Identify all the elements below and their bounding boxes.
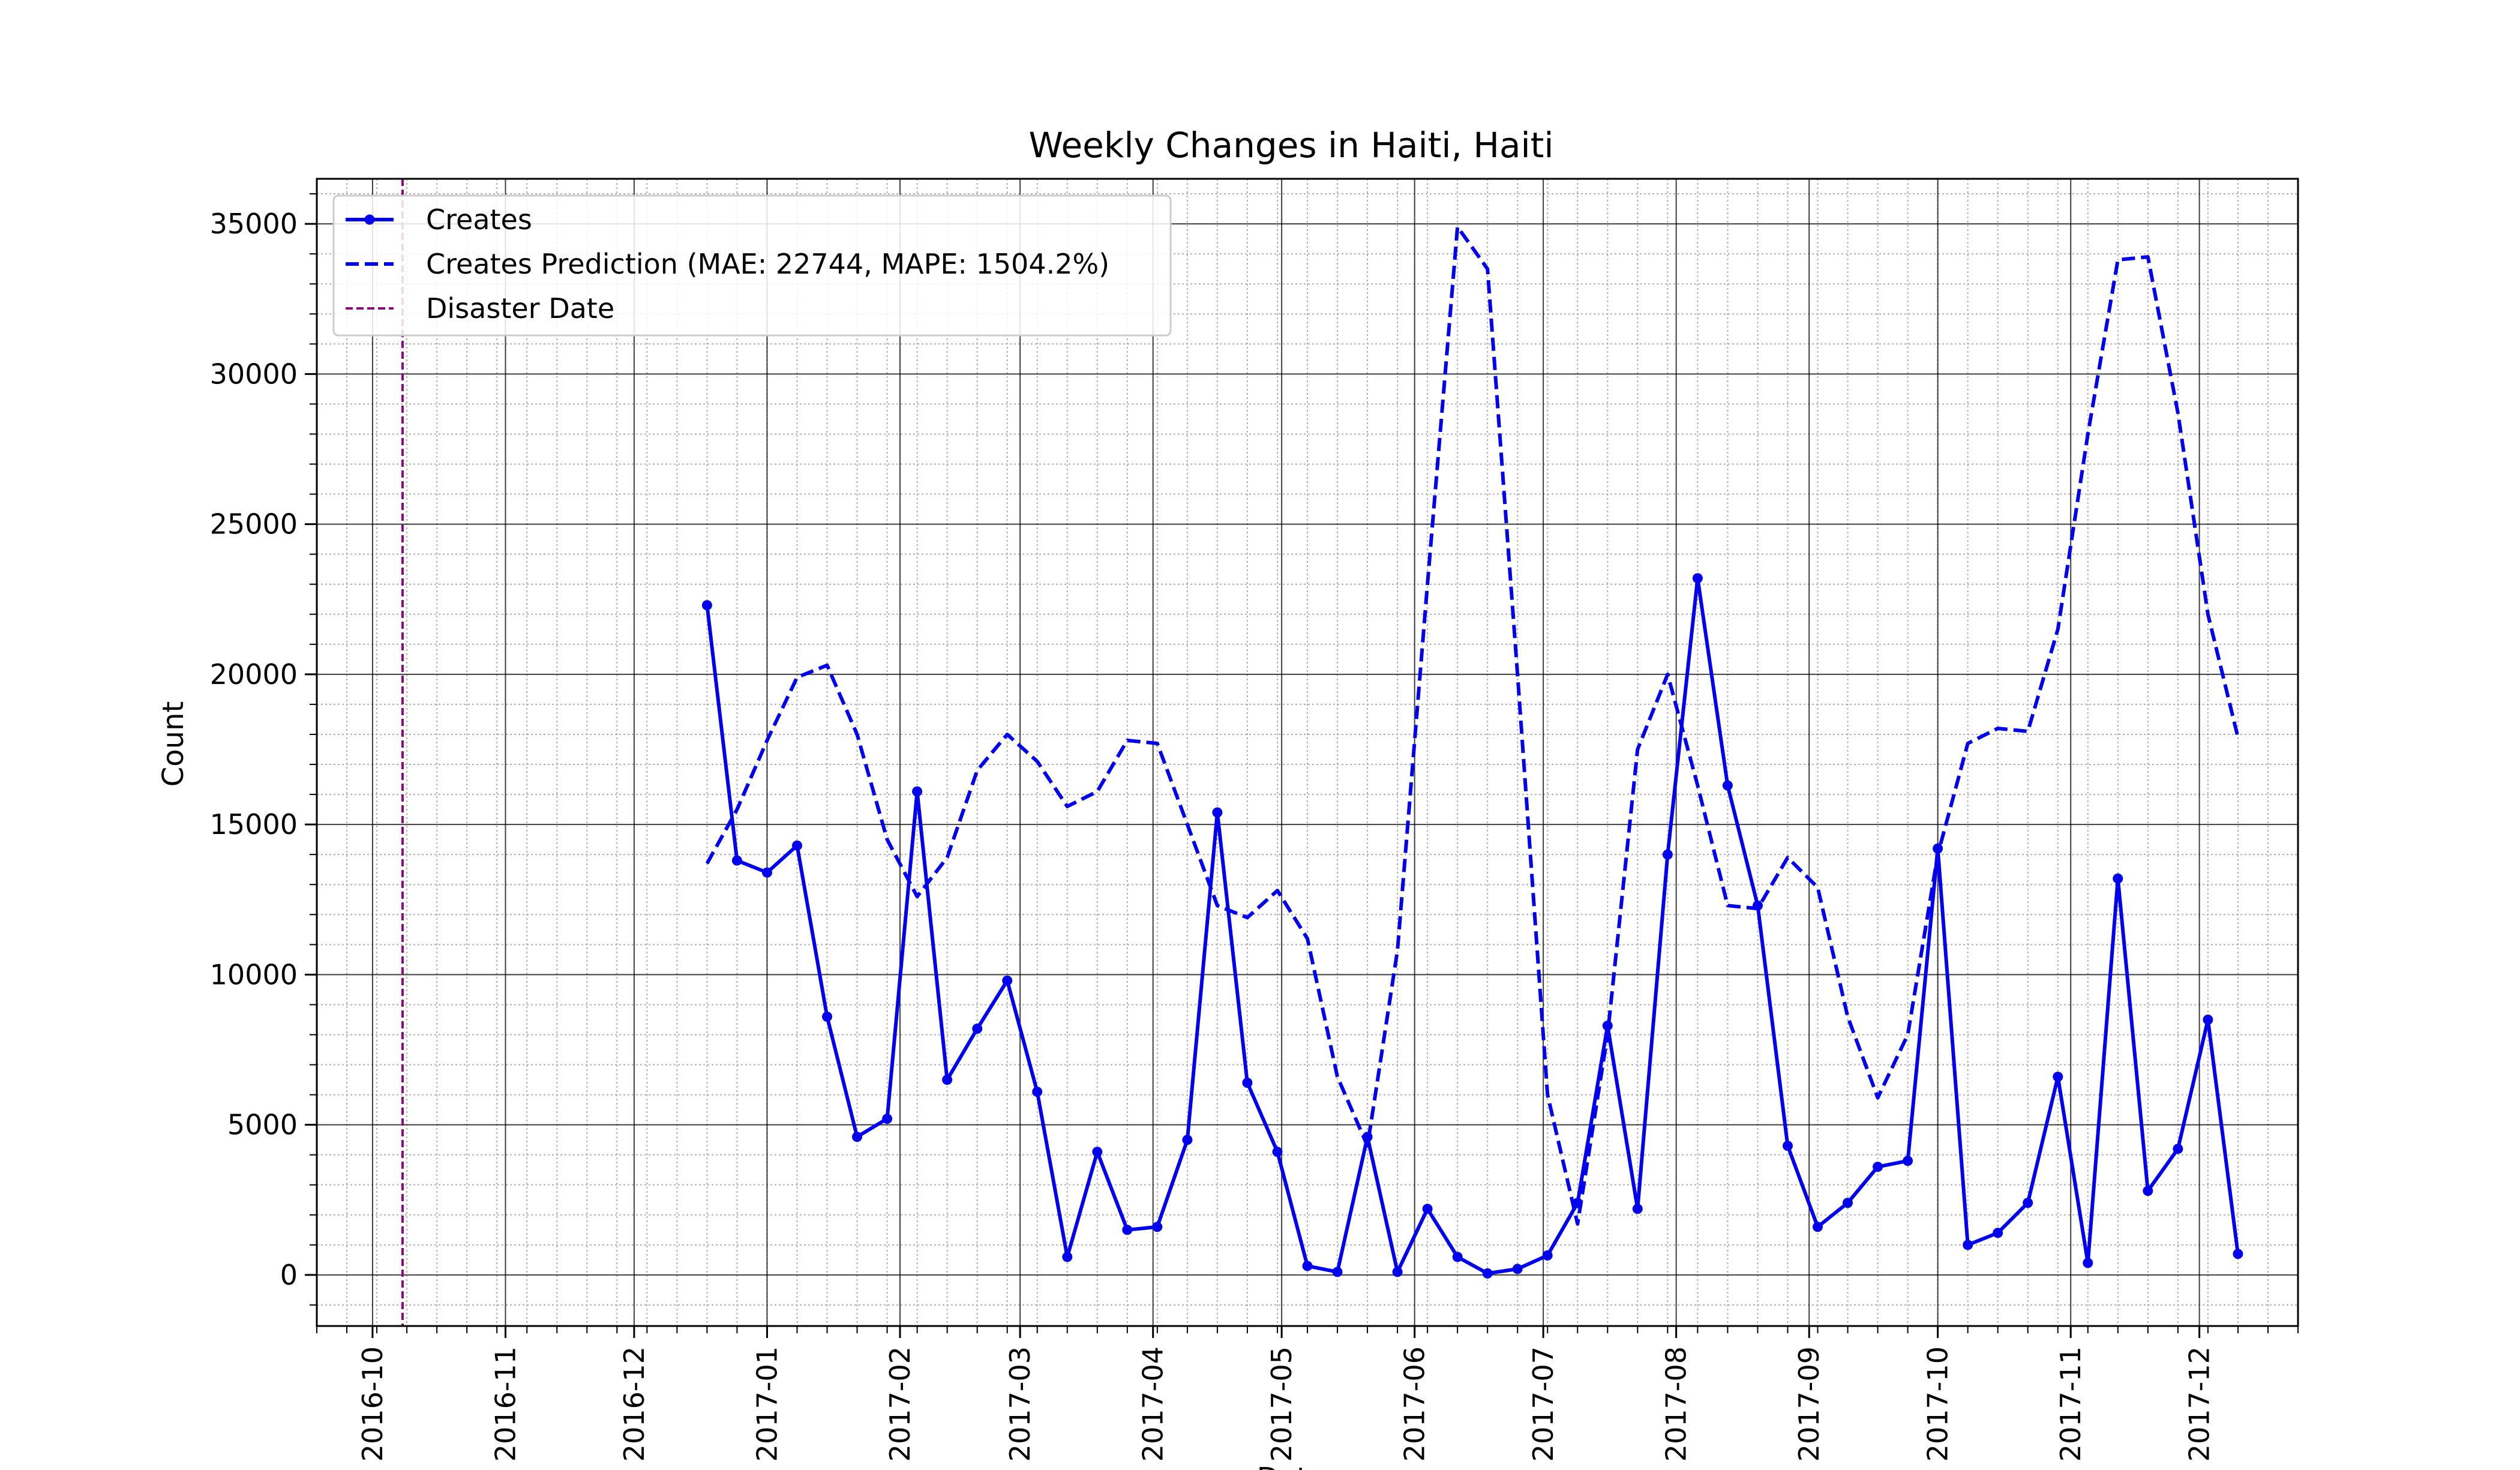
creates-point	[1813, 1222, 1823, 1232]
creates-point	[1483, 1268, 1493, 1279]
x-tick-label: 2017-11	[2054, 1346, 2087, 1462]
y-axis-label: Count	[157, 701, 190, 787]
x-tick-label: 2017-03	[1004, 1346, 1036, 1462]
creates-point	[1423, 1204, 1433, 1214]
creates-point	[912, 787, 922, 797]
creates-point	[1152, 1222, 1162, 1232]
legend-label-1: Creates Prediction (MAE: 22744, MAPE: 15…	[426, 248, 1109, 280]
creates-point	[1122, 1225, 1132, 1235]
y-tick-label: 30000	[210, 358, 298, 390]
creates-point	[792, 841, 802, 851]
creates-point	[1242, 1078, 1252, 1088]
creates-point	[882, 1114, 892, 1124]
creates-point	[1032, 1087, 1042, 1097]
x-tick-label: 2016-10	[356, 1346, 389, 1462]
x-tick-label: 2017-08	[1660, 1346, 1693, 1462]
creates-point	[2083, 1258, 2093, 1268]
y-tick-label: 15000	[210, 808, 298, 841]
creates-point	[1633, 1204, 1643, 1214]
x-tick-label: 2016-11	[489, 1346, 521, 1462]
creates-point	[1993, 1228, 2003, 1238]
creates-point	[2143, 1186, 2153, 1196]
creates-point	[1513, 1264, 1523, 1274]
creates-point	[1903, 1156, 1913, 1166]
chart-title: Weekly Changes in Haiti, Haiti	[1029, 125, 1554, 166]
x-axis-label: Date	[1257, 1462, 1326, 1470]
x-tick-label: 2017-12	[2183, 1346, 2216, 1462]
creates-point	[1273, 1147, 1283, 1157]
creates-point	[822, 1012, 832, 1022]
creates-point	[1212, 808, 1222, 818]
y-tick-label: 10000	[210, 958, 298, 991]
y-tick-label: 0	[280, 1259, 298, 1291]
creates-point	[2173, 1144, 2183, 1154]
creates-point	[1002, 976, 1012, 986]
creates-point	[1092, 1147, 1102, 1157]
x-tick-label: 2017-06	[1399, 1346, 1431, 1462]
creates-point	[1663, 850, 1673, 860]
x-tick-label: 2017-05	[1265, 1346, 1298, 1462]
creates-point	[732, 856, 742, 866]
x-tick-label: 2016-12	[618, 1346, 650, 1462]
y-tick-label: 35000	[210, 208, 298, 240]
creates-point	[2203, 1015, 2213, 1025]
x-tick-label: 2017-01	[751, 1346, 783, 1462]
creates-point	[972, 1024, 982, 1034]
creates-point	[1783, 1141, 1793, 1151]
x-tick-label: 2017-07	[1527, 1346, 1559, 1462]
creates-point	[2053, 1072, 2063, 1082]
creates-point	[1693, 573, 1703, 583]
creates-point	[1543, 1250, 1553, 1261]
creates-point	[1182, 1135, 1192, 1145]
creates-point	[1843, 1198, 1853, 1208]
x-tick-label: 2017-04	[1137, 1346, 1169, 1462]
creates-point	[942, 1075, 952, 1085]
creates-point	[1333, 1267, 1343, 1277]
creates-point	[762, 868, 772, 878]
legend-marker	[365, 215, 375, 225]
creates-point	[1303, 1261, 1313, 1271]
creates-point	[1723, 781, 1733, 791]
legend-label-0: Creates	[426, 203, 532, 236]
creates-point	[1963, 1240, 1973, 1250]
creates-point	[2023, 1198, 2033, 1208]
creates-point	[2233, 1249, 2243, 1259]
y-tick-label: 25000	[210, 508, 298, 541]
creates-point	[1873, 1162, 1883, 1172]
x-tick-label: 2017-10	[1922, 1346, 1954, 1462]
x-tick-label: 2017-02	[884, 1346, 916, 1462]
x-tick-label: 2017-09	[1793, 1346, 1825, 1462]
legend-label-2: Disaster Date	[426, 292, 614, 325]
creates-point	[702, 600, 712, 610]
creates-point	[1453, 1252, 1463, 1262]
y-tick-label: 5000	[227, 1109, 298, 1141]
creates-point	[852, 1132, 862, 1142]
legend: Creates Creates Prediction (MAE: 22744, M…	[334, 196, 1171, 335]
y-tick-label: 20000	[210, 658, 298, 691]
creates-point	[2113, 874, 2123, 884]
creates-point	[1393, 1267, 1403, 1277]
creates-point	[1062, 1252, 1072, 1262]
